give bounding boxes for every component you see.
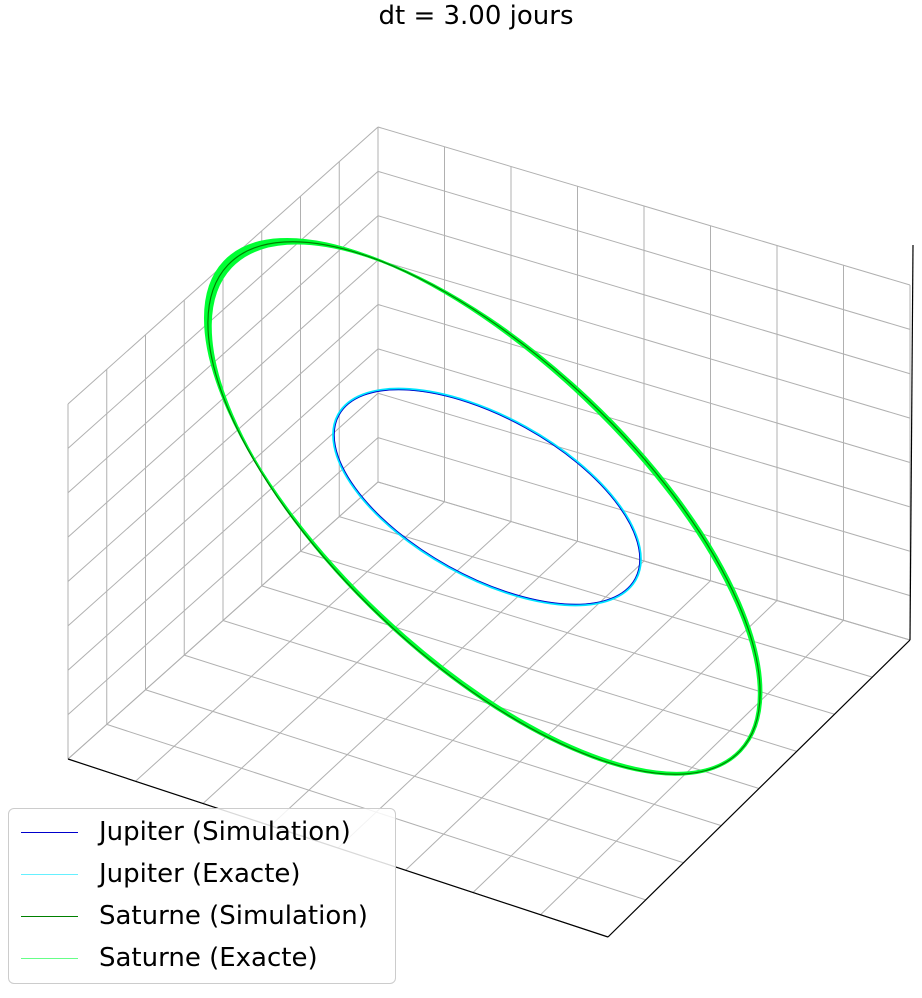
legend-swatch-saturne-exacte [21,958,78,959]
orbit-saturne-exacte [209,242,763,776]
grid-line [377,304,911,463]
grid-line [540,619,844,916]
legend-label: Saturne (Simulation) [99,901,368,931]
legend-label: Jupiter (Exacte) [99,859,301,889]
legend-swatch-jupiter-exacte [21,874,78,875]
grid-line [405,580,711,871]
grid-line [67,437,379,715]
grid-line [377,126,911,286]
legend-label: Jupiter (Simulation) [99,817,351,847]
grid-line [184,654,722,827]
legend-swatch-jupiter-simulation [21,832,78,833]
legend-item-jupiter-exacte: Jupiter (Exacte) [9,853,395,895]
legend-item-saturne-exacte: Saturne (Exacte) [9,937,395,979]
chart-title: dt = 3.00 jours [378,1,574,31]
grid-line [67,215,379,494]
grid-line [67,392,379,671]
grid-line [377,170,911,330]
z-axis-line [909,244,914,641]
legend-item-jupiter-simulation: Jupiter (Simulation) [9,811,395,853]
y-axis-line [607,639,911,938]
grid-line [472,600,778,893]
grid-line [145,689,684,864]
legend-label: Saturne (Exacte) [99,943,318,973]
grid-line [67,304,379,582]
grid-line [377,348,911,508]
grid-line [377,437,911,597]
legend-item-saturne-simulation: Saturne (Simulation) [9,895,395,937]
orbit-jupiter-exacte [332,387,642,607]
legend-swatch-saturne-simulation [21,916,78,917]
orbit-saturne-simulation [207,241,761,775]
legend: Jupiter (Simulation) Jupiter (Exacte) Sa… [8,808,396,984]
orbit-jupiter-simulation [333,389,641,605]
grid-line [377,215,911,375]
grid-line [67,171,379,449]
grid-line [377,392,911,552]
grid-line [377,259,911,419]
grid-line [67,348,379,627]
